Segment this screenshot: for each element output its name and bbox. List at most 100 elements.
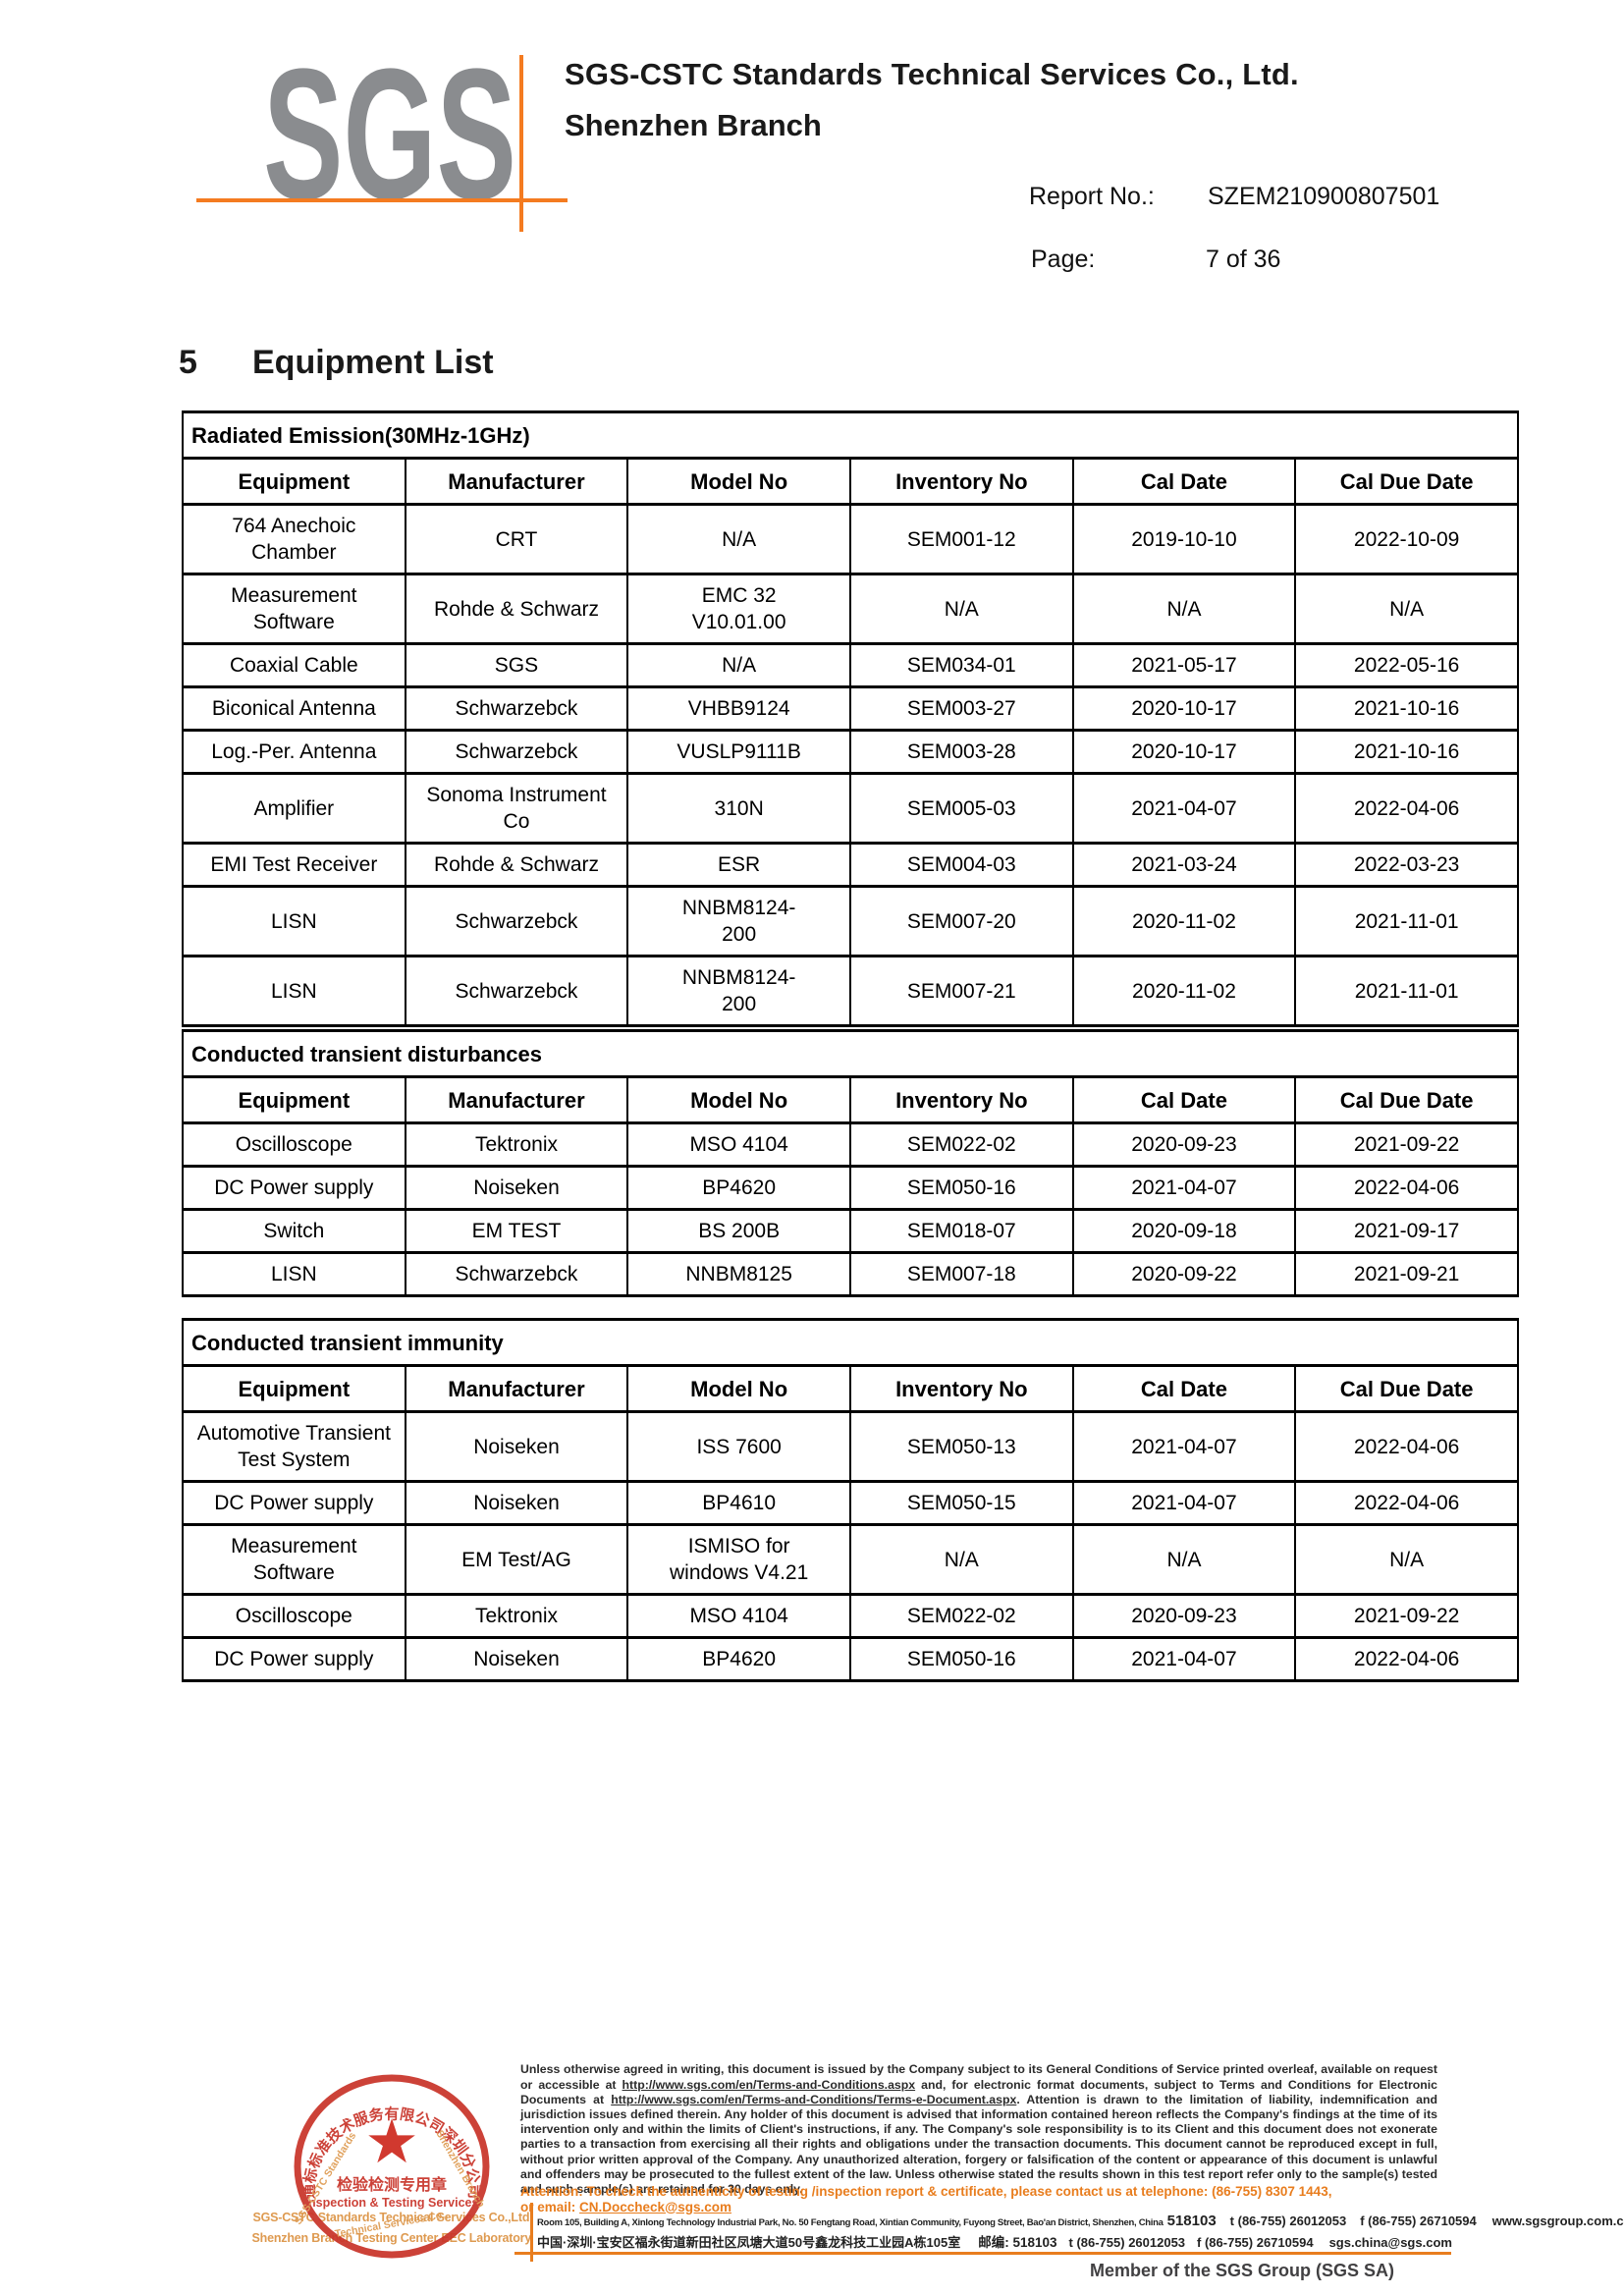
table-cell: SEM003-28 — [848, 729, 1074, 775]
table-cell: 764 Anechoic Chamber — [182, 503, 406, 575]
table-cell: VUSLP9111B — [626, 729, 851, 775]
sgs-china-email[interactable]: sgs.china@sgs.com — [1328, 2235, 1452, 2250]
table-row: Automotive Transient Test System Noiseken… — [182, 1410, 1519, 1483]
table-cell: Measurement Software — [182, 573, 406, 645]
column-header: Cal Due Date — [1294, 457, 1519, 506]
table-cell: SEM050-16 — [848, 1165, 1074, 1211]
table-cell: N/A — [1071, 1523, 1297, 1596]
address-street-en: Room 105, Building A, Xinlong Technology… — [537, 2217, 1164, 2228]
column-header: Cal Date — [1071, 457, 1297, 506]
equipment-table-conducted-disturbances: Conducted transient disturbances Equipmen… — [182, 1029, 1519, 1297]
table-cell: SEM007-21 — [848, 955, 1074, 1027]
terms-url[interactable]: http://www.sgs.com/en/Terms-and-Conditio… — [622, 2077, 916, 2092]
column-header: Manufacturer — [404, 1075, 629, 1124]
disclaimer-part1: Unless otherwise agreed in writing, this… — [520, 2062, 1437, 2092]
table-cell: 2021-09-22 — [1294, 1121, 1519, 1168]
table-cell: 2021-09-17 — [1294, 1208, 1519, 1254]
table-cell: 310N — [626, 772, 851, 845]
address-fax: f (86-755) 26710594 — [1360, 2214, 1477, 2228]
stamp-text-en: Inspection & Testing Services — [305, 2196, 479, 2210]
table-cell: DC Power supply — [182, 1480, 406, 1526]
table-cell: LISN — [182, 885, 406, 957]
table-cell: 2020-09-18 — [1071, 1208, 1297, 1254]
table-cell: 2022-04-06 — [1294, 772, 1519, 845]
section-number: 5 — [179, 344, 197, 381]
stamp-ring — [294, 2074, 490, 2259]
logo-horizontal-rule — [196, 198, 568, 202]
table-cell: Noiseken — [404, 1636, 629, 1682]
company-branch: Shenzhen Branch — [565, 108, 822, 142]
table-cell: NNBM8125 — [626, 1251, 851, 1297]
table-cell: Schwarzebck — [404, 1251, 629, 1297]
column-header: Inventory No — [848, 1364, 1074, 1413]
table-cell: 2021-11-01 — [1294, 885, 1519, 957]
equipment-table-radiated-emission: Radiated Emission(30MHz-1GHz) Equipment Ma… — [182, 410, 1519, 1027]
stamp-diagonal-text-2: Technical Services Co., — [334, 2209, 449, 2240]
table-cell: 2022-04-06 — [1294, 1480, 1519, 1526]
table-cell: SEM022-02 — [848, 1121, 1074, 1168]
section-title: Equipment List — [252, 344, 494, 381]
column-header: Cal Due Date — [1294, 1364, 1519, 1413]
address-fax-cn: f (86-755) 26710594 — [1197, 2235, 1314, 2250]
table-cell: 2020-09-23 — [1071, 1593, 1297, 1639]
table-cell: ISS 7600 — [626, 1410, 851, 1483]
table-cell: ISMISO for windows V4.21 — [626, 1523, 851, 1596]
table-row: DC Power supply Noiseken BP4620 SEM050-16 20… — [182, 1165, 1519, 1211]
table-cell: Oscilloscope — [182, 1593, 406, 1639]
attention-line1: Attention: To check the authenticity of … — [520, 2184, 1332, 2199]
table-cell: N/A — [626, 503, 851, 575]
table-cell: 2021-04-07 — [1071, 1480, 1297, 1526]
table-cell: 2021-04-07 — [1071, 772, 1297, 845]
table-row: LISN Schwarzebck NNBM8124- 200 SEM007-20 202… — [182, 885, 1519, 957]
table-cell: LISN — [182, 1251, 406, 1297]
logo-vertical-rule — [519, 55, 523, 232]
table-cell: 2020-10-17 — [1071, 729, 1297, 775]
table-row: Oscilloscope Tektronix MSO 4104 SEM022-02 20… — [182, 1121, 1519, 1168]
address-zip: 518103 — [1166, 2213, 1217, 2229]
table-cell: 2020-11-02 — [1071, 885, 1297, 957]
table-cell: DC Power supply — [182, 1165, 406, 1211]
table-cell: Oscilloscope — [182, 1121, 406, 1168]
table-cell: SEM050-16 — [848, 1636, 1074, 1682]
table-row: Switch EM TEST BS 200B SEM018-07 2020-09-18 2… — [182, 1208, 1519, 1254]
table-cell: SEM004-03 — [848, 842, 1074, 888]
footer-company-line2: Shenzhen Branch Testing Center EEC Labor… — [251, 2231, 534, 2245]
table-cell: DC Power supply — [182, 1636, 406, 1682]
table-cell: 2021-09-22 — [1294, 1593, 1519, 1639]
table-cell: Tektronix — [404, 1121, 629, 1168]
sgs-logo: SGS — [263, 61, 516, 208]
column-header: Inventory No — [848, 457, 1074, 506]
sgs-group-url[interactable]: www.sgsgroup.com.cn — [1491, 2214, 1624, 2228]
table-cell: 2022-04-06 — [1294, 1636, 1519, 1682]
attention-email-label: or email: — [520, 2199, 580, 2214]
table-cell: 2022-04-06 — [1294, 1165, 1519, 1211]
table-cell: Noiseken — [404, 1165, 629, 1211]
table-title: Conducted transient immunity — [182, 1318, 1519, 1367]
table-row: 764 Anechoic Chamber CRT N/A SEM001-12 2019-… — [182, 503, 1519, 575]
table-cell: 2021-10-16 — [1294, 729, 1519, 775]
table-cell: Noiseken — [404, 1480, 629, 1526]
table-cell: Sonoma Instrument Co — [404, 772, 629, 845]
stamp-text-cn: 检验检测专用章 — [337, 2175, 447, 2194]
column-header: Model No — [626, 1075, 851, 1124]
doccheck-email-link[interactable]: CN.Doccheck@sgs.com — [579, 2199, 731, 2214]
table-cell: NNBM8124- 200 — [626, 955, 851, 1027]
table-row: Oscilloscope Tektronix MSO 4104 SEM022-02 20… — [182, 1593, 1519, 1639]
stamp-star-icon: ★ — [364, 2108, 419, 2176]
terms-e-document-url[interactable]: http://www.sgs.com/en/Terms-and-Conditio… — [611, 2092, 1017, 2106]
table-cell: Tektronix — [404, 1593, 629, 1639]
address-tel-cn: t (86-755) 26012053 — [1068, 2235, 1186, 2250]
table-cell: 2022-05-16 — [1294, 642, 1519, 688]
disclaimer-part2: and, for electronic format documents, su… — [520, 2077, 1438, 2106]
table-row: Measurement Software Rohde & Schwarz EMC 3… — [182, 573, 1519, 645]
table-cell: SEM001-12 — [848, 503, 1074, 575]
table-cell: SEM007-18 — [848, 1251, 1074, 1297]
table-cell: MSO 4104 — [626, 1593, 851, 1639]
table-cell: Coaxial Cable — [182, 642, 406, 688]
address-zip-cn: 邮编: 518103 — [978, 2235, 1057, 2250]
table-cell: BP4620 — [626, 1636, 851, 1682]
table-cell: SEM003-27 — [848, 685, 1074, 732]
table-cell: SGS — [404, 642, 629, 688]
table-cell: Measurement Software — [182, 1523, 406, 1596]
table-cell: 2020-11-02 — [1071, 955, 1297, 1027]
